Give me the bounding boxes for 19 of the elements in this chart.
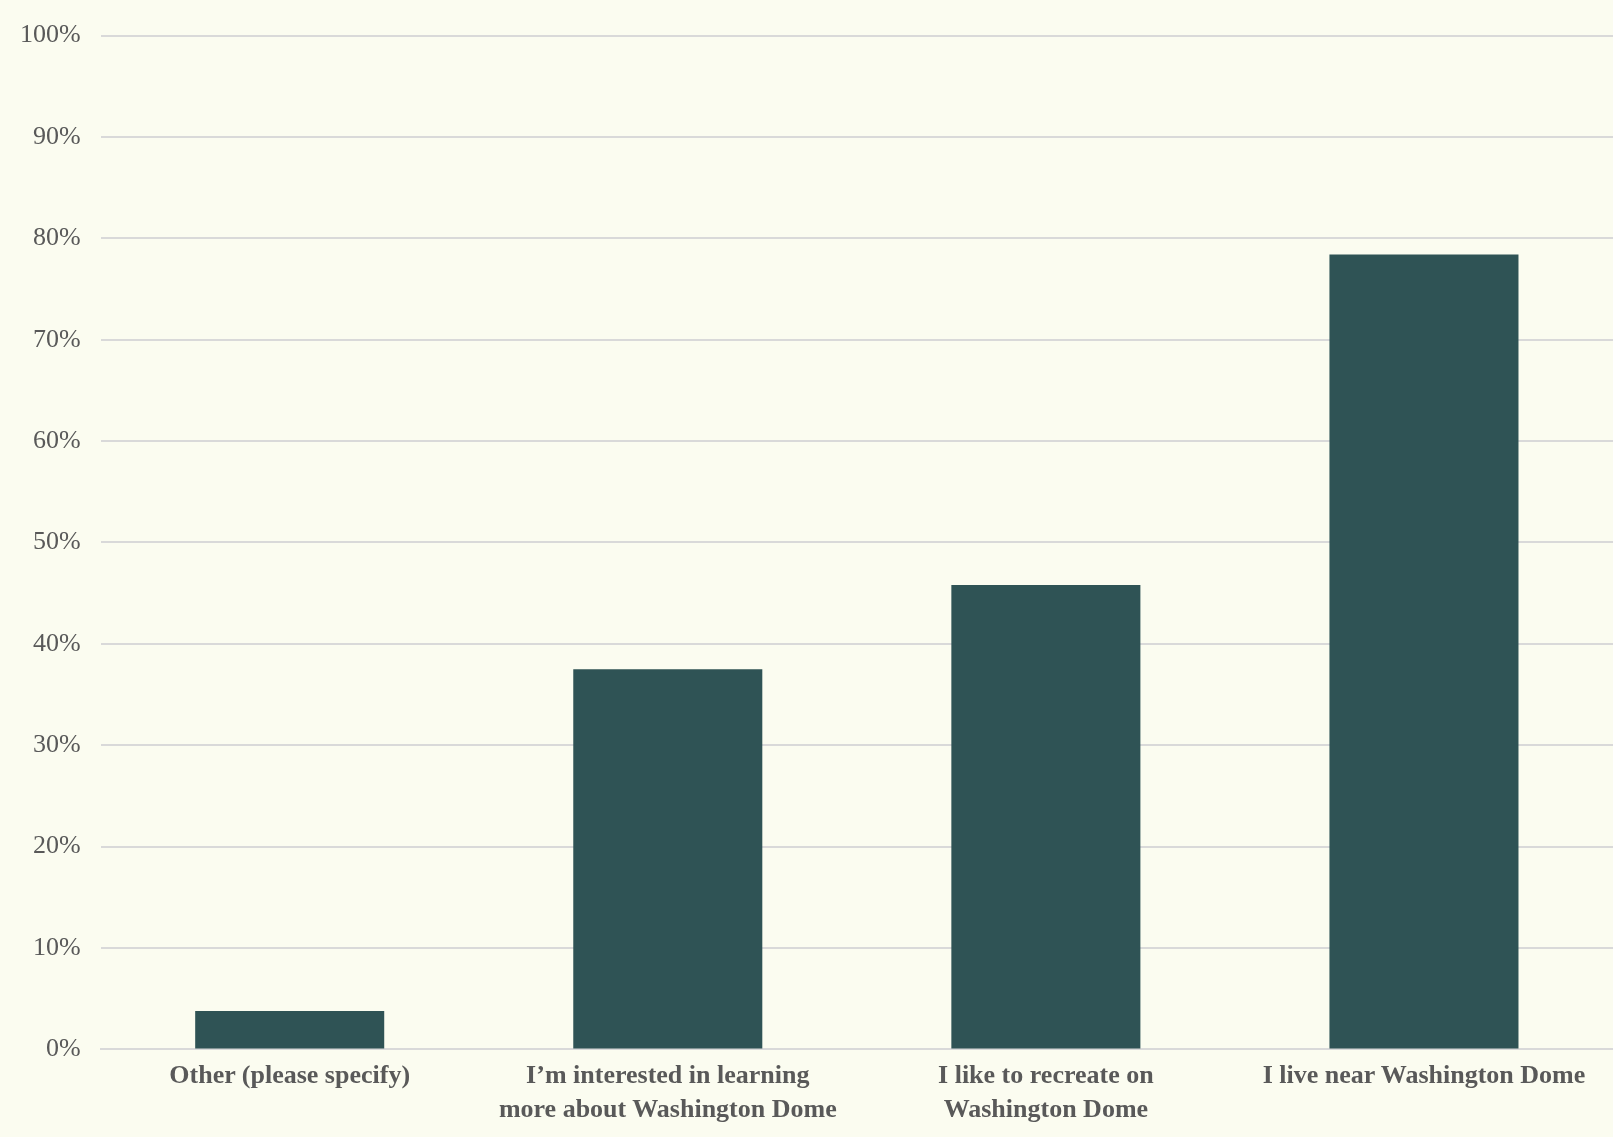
x-tick-label: I’m interested in learning more about Washington Dome (498, 1060, 837, 1123)
x-tick-label: I live near Washington Dome (1262, 1060, 1586, 1090)
y-tick-label: 20% (32, 830, 81, 860)
y-tick-label: 50% (32, 526, 81, 556)
y-tick-label: 80% (32, 222, 81, 252)
y-tick-label: 0% (45, 1033, 81, 1063)
y-tick-label: 10% (32, 931, 81, 961)
bar (1329, 254, 1519, 1049)
y-tick-label: 30% (32, 729, 81, 759)
y-tick-label: 70% (32, 323, 81, 353)
y-tick-label: 40% (32, 627, 81, 657)
bar (195, 1010, 385, 1049)
x-tick-label: I like to recreate on Washington Dome (938, 1060, 1155, 1123)
y-tick-label: 90% (32, 120, 81, 150)
y-tick-label: 60% (32, 424, 81, 454)
bar (951, 585, 1141, 1049)
bar (573, 669, 763, 1049)
y-tick-label: 100% (19, 19, 81, 49)
x-tick-label: Other (please specify) (169, 1060, 411, 1090)
